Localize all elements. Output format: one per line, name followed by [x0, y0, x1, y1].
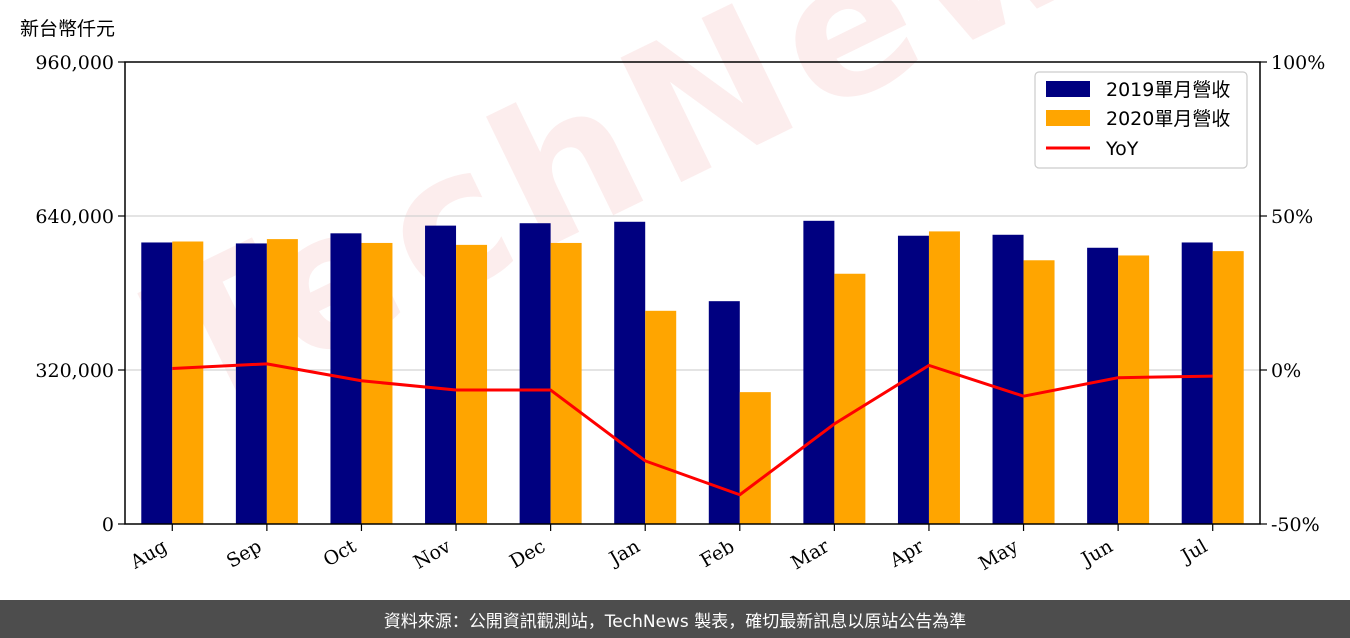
legend-label: YoY — [1105, 138, 1139, 160]
bar-2019-nov — [425, 225, 457, 524]
bar-line-chart: 0 320,000 640,000 960,000 -50% 0% 50% 100% Aug Se… — [35, 52, 1325, 575]
bar-2020-jul — [1212, 251, 1244, 524]
x-tick-label: Jan — [604, 535, 644, 571]
y-tick-label: 320,000 — [35, 360, 114, 382]
bar-2020-mar — [834, 273, 866, 524]
footer-text: 資料來源：公開資訊觀測站，TechNews 製表，確切最新訊息以原站公告為準 — [383, 611, 967, 632]
y2-tick-label: 50% — [1271, 206, 1313, 228]
x-tick-label: Mar — [787, 535, 833, 574]
y-tick-label: 0 — [102, 514, 114, 536]
bar-2019-apr — [897, 235, 929, 524]
bar-2020-jan — [645, 310, 677, 524]
plot-frame — [124, 61, 1261, 525]
yoy-line — [172, 362, 1213, 497]
legend-swatch-2019 — [1046, 81, 1090, 97]
x-tick-label: Jun — [1076, 535, 1117, 571]
x-tick-label: Jul — [1176, 535, 1211, 568]
bar-2019-sep — [235, 243, 267, 524]
bar-2019-jun — [1087, 247, 1119, 524]
bar-2020-sep — [266, 239, 298, 524]
source-footer: 資料來源：公開資訊觀測站，TechNews 製表，確切最新訊息以原站公告為準 — [0, 600, 1350, 638]
bar-2019-mar — [803, 220, 835, 524]
bar-2019-dec — [519, 223, 551, 524]
legend-label: 2019單月營收 — [1106, 79, 1230, 101]
y2-tick-label: 100% — [1271, 52, 1325, 74]
x-tick-label: Feb — [696, 535, 738, 572]
legend-swatch-2020 — [1046, 110, 1090, 126]
bar-2020-jun — [1118, 255, 1150, 524]
y2-tick-label: 0% — [1271, 360, 1301, 382]
y-tick-label: 960,000 — [35, 52, 114, 74]
x-tick-label: Apr — [885, 535, 928, 572]
bar-2020-feb — [739, 392, 771, 524]
x-tick-label: May — [975, 535, 1022, 575]
x-tick-label: Dec — [506, 535, 549, 573]
x-tick-label: Sep — [223, 535, 266, 572]
y-axis-unit-label: 新台幣仟元 — [20, 18, 116, 40]
bar-2019-jul — [1181, 242, 1213, 524]
bar-2019-aug — [141, 242, 173, 524]
bar-2020-apr — [928, 231, 960, 524]
x-tick-label: Aug — [126, 535, 171, 574]
x-tick-label: Nov — [410, 535, 455, 574]
bar-2019-may — [992, 234, 1024, 525]
bar-2020-nov — [456, 244, 488, 524]
y-tick-label: 640,000 — [35, 206, 114, 228]
bar-2019-jan — [614, 221, 646, 524]
x-tick-label: Oct — [320, 535, 361, 571]
y2-tick-label: -50% — [1271, 514, 1320, 536]
chart-area: 0 320,000 640,000 960,000 -50% 0% 50% 100% Aug Se… — [35, 52, 1325, 575]
legend-label: 2020單月營收 — [1106, 108, 1230, 130]
bar-2020-aug — [172, 241, 204, 524]
bar-2020-dec — [550, 242, 582, 524]
